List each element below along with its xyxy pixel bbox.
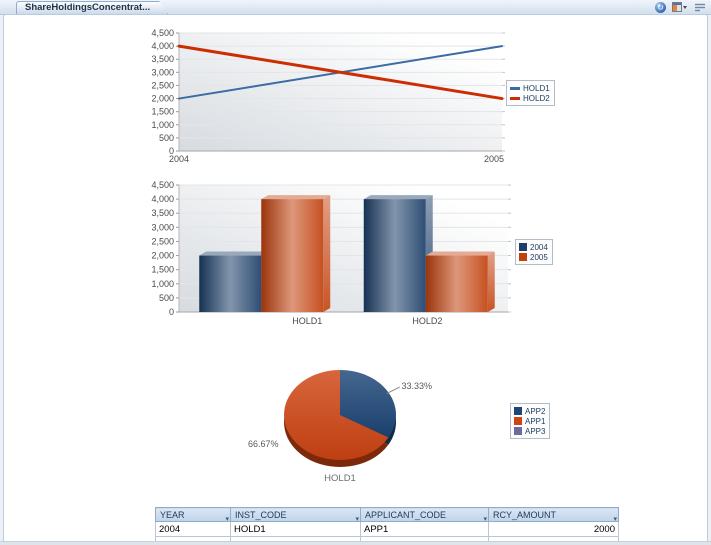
legend-item-hold2: HOLD2 (510, 93, 550, 103)
legend-square-marker (514, 427, 522, 435)
legend-square-marker (519, 253, 527, 261)
legend-label: 2005 (530, 252, 548, 262)
svg-text:0: 0 (169, 146, 174, 156)
table-row[interactable]: 2004 HOLD1 APP1 2000 (155, 521, 619, 537)
legend-square-marker (514, 417, 522, 425)
sort-dropdown-icon[interactable]: ▾ (225, 516, 229, 522)
svg-text:3,500: 3,500 (151, 54, 174, 64)
legend-label: APP2 (525, 406, 546, 416)
bar-chart-canvas: 0 500 1,000 1,500 2,000 2,500 3,000 3,500 4,000 4… (151, 180, 511, 326)
pie-chart-canvas: 33.33% 66.67% HOLD1 (248, 370, 432, 484)
svg-text:4,500: 4,500 (151, 181, 174, 190)
legend-item-2005: 2005 (519, 252, 548, 262)
svg-text:2004: 2004 (169, 154, 189, 164)
pie-chart-legend: APP2 APP1 APP3 (510, 403, 551, 439)
legend-item-app3: APP3 (514, 426, 545, 436)
table-row-partial (155, 536, 619, 545)
column-header-applicant-code[interactable]: APPLICANT_CODE ▾ (360, 507, 489, 522)
legend-line-marker (510, 86, 520, 90)
sort-dropdown-icon[interactable]: ▾ (355, 516, 359, 522)
column-header-rcy-amount[interactable]: RCY_AMOUNT ▾ (488, 507, 619, 522)
table-cell: HOLD1 (230, 521, 361, 537)
svg-text:1,000: 1,000 (151, 120, 174, 130)
legend-item-app2: APP2 (514, 406, 545, 416)
column-header-label: RCY_AMOUNT (493, 509, 557, 520)
svg-text:3,000: 3,000 (151, 222, 174, 232)
tab-title: ShareHoldingsConcentrat... (25, 2, 151, 13)
svg-text:HOLD1: HOLD1 (324, 473, 356, 484)
tab-shareholdings-concentration[interactable]: ShareHoldingsConcentrat... (16, 1, 168, 14)
table-cell: 2004 (155, 521, 231, 537)
svg-text:66.67%: 66.67% (248, 439, 279, 449)
bar-chart-legend: 2004 2005 (515, 239, 553, 265)
column-header-year[interactable]: YEAR ▾ (155, 507, 231, 522)
layout-menu-icon[interactable] (672, 1, 688, 13)
svg-text:0: 0 (169, 307, 174, 317)
svg-text:2,500: 2,500 (151, 80, 174, 90)
svg-text:4,000: 4,000 (151, 41, 174, 51)
window-bottom-edge (0, 541, 711, 545)
table-cell: 2000 (488, 521, 619, 537)
legend-line-marker (510, 96, 520, 100)
svg-text:3,500: 3,500 (151, 208, 174, 218)
legend-item-2004: 2004 (519, 242, 548, 252)
svg-text:33.33%: 33.33% (401, 381, 432, 391)
svg-text:2,000: 2,000 (151, 251, 174, 261)
legend-label: HOLD1 (523, 83, 550, 93)
list-menu-icon[interactable] (694, 2, 706, 13)
sort-dropdown-icon[interactable]: ▾ (483, 516, 487, 522)
tab-bar-toolbar: ↻ (655, 1, 706, 13)
svg-text:2,500: 2,500 (151, 236, 174, 246)
legend-square-marker (514, 407, 522, 415)
svg-text:2,000: 2,000 (151, 94, 174, 104)
legend-label: APP3 (525, 426, 546, 436)
svg-text:HOLD2: HOLD2 (412, 316, 442, 326)
bar-chart: 0 500 1,000 1,500 2,000 2,500 3,000 3,500 4,000 4… (150, 180, 530, 341)
sort-dropdown-icon[interactable]: ▾ (613, 516, 617, 522)
svg-text:1,500: 1,500 (151, 265, 174, 275)
refresh-icon[interactable]: ↻ (655, 1, 666, 13)
svg-text:1,500: 1,500 (151, 107, 174, 117)
legend-label: APP1 (525, 416, 546, 426)
table-cell (488, 536, 619, 545)
svg-text:4,500: 4,500 (151, 28, 174, 38)
column-header-label: APPLICANT_CODE (365, 509, 447, 520)
legend-item-app1: APP1 (514, 416, 545, 426)
svg-text:500: 500 (159, 293, 174, 303)
line-chart-canvas: 0 500 1,000 1,500 2,000 2,500 3,000 3,500 4,000 4… (151, 28, 505, 164)
layout-menu-glyph (672, 1, 687, 12)
tab-bar: ShareHoldingsConcentrat... ↻ (0, 0, 711, 15)
svg-text:500: 500 (159, 133, 174, 143)
column-header-label: YEAR (160, 509, 185, 520)
data-table: YEAR ▾ INST_CODE ▾ APPLICANT_CODE ▾ RCY_AMOUNT… (155, 507, 619, 545)
svg-text:4,000: 4,000 (151, 194, 174, 204)
chevron-down-icon (683, 5, 687, 9)
legend-item-hold1: HOLD1 (510, 83, 550, 93)
svg-text:1,000: 1,000 (151, 279, 174, 289)
line-chart: 0 500 1,000 1,500 2,000 2,500 3,000 3,500 4,000 4… (150, 28, 510, 178)
line-chart-legend: HOLD1 HOLD2 (506, 80, 555, 106)
legend-square-marker (519, 243, 527, 251)
column-header-label: INST_CODE (235, 509, 287, 520)
list-menu-glyph (695, 3, 705, 11)
pie-chart: 33.33% 66.67% HOLD1 (150, 353, 530, 503)
table-cell: APP1 (360, 521, 489, 537)
svg-text:3,000: 3,000 (151, 67, 174, 77)
legend-label: 2004 (530, 242, 548, 252)
legend-label: HOLD2 (523, 93, 550, 103)
svg-text:HOLD1: HOLD1 (292, 316, 322, 326)
column-header-inst-code[interactable]: INST_CODE ▾ (230, 507, 361, 522)
table-header-row: YEAR ▾ INST_CODE ▾ APPLICANT_CODE ▾ RCY_AMOUNT… (155, 507, 619, 522)
svg-text:2005: 2005 (484, 154, 504, 164)
content-panel: 0 500 1,000 1,500 2,000 2,500 3,000 3,500 4,000 4… (3, 14, 708, 545)
